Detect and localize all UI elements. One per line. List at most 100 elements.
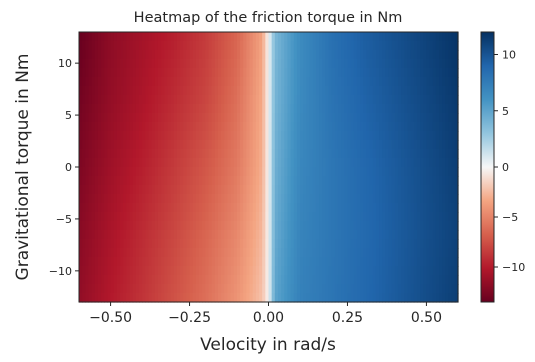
heatmap-cell: [277, 266, 282, 276]
heatmap-cell: [423, 266, 428, 276]
heatmap-cell: [82, 212, 86, 222]
heatmap-cell: [322, 86, 326, 96]
heatmap-cell: [331, 185, 336, 195]
heatmap-cell: [287, 194, 292, 204]
heatmap-cell: [157, 59, 162, 69]
heatmap-cell: [186, 86, 191, 96]
heatmap-cell: [293, 113, 298, 123]
heatmap-cell: [154, 140, 159, 150]
heatmap-cell: [230, 158, 235, 168]
heatmap-cell: [337, 212, 342, 222]
heatmap-cell: [211, 257, 216, 267]
heatmap-cell: [435, 32, 440, 42]
heatmap-cell: [176, 203, 181, 213]
heatmap-cell: [442, 194, 446, 204]
heatmap-cell: [319, 266, 323, 276]
heatmap-cell: [337, 140, 342, 150]
heatmap-cell: [157, 104, 162, 114]
heatmap-cell: [423, 185, 428, 195]
heatmap-cell: [211, 230, 216, 240]
heatmap-cell: [154, 50, 159, 60]
heatmap-cell: [448, 59, 453, 69]
heatmap-cell: [157, 275, 162, 285]
heatmap-cell: [300, 50, 304, 60]
heatmap-cell: [410, 50, 415, 60]
heatmap-cell: [277, 32, 282, 42]
heatmap-cell: [344, 50, 349, 60]
heatmap-cell: [350, 104, 355, 114]
heatmap-cell: [126, 131, 131, 141]
heatmap-cell: [363, 230, 368, 240]
heatmap-cell: [394, 176, 399, 186]
heatmap-cell: [347, 113, 352, 123]
heatmap-cell: [420, 113, 424, 123]
heatmap-cell: [407, 212, 412, 222]
heatmap-cell: [293, 275, 298, 285]
heatmap-cell: [331, 95, 336, 105]
heatmap-cell: [429, 95, 434, 105]
heatmap-cell: [391, 41, 396, 51]
heatmap-cell: [353, 293, 358, 303]
heatmap-cell: [151, 185, 156, 195]
heatmap-cell: [382, 248, 386, 258]
heatmap-cell: [265, 86, 270, 96]
heatmap-cell: [211, 68, 216, 78]
heatmap-cell: [94, 77, 99, 87]
heatmap-cell: [435, 104, 440, 114]
heatmap-cell: [183, 221, 187, 231]
heatmap-cell: [372, 95, 377, 105]
heatmap-cell: [303, 239, 307, 249]
heatmap-cell: [176, 149, 181, 159]
heatmap-cell: [429, 68, 434, 78]
heatmap-cell: [173, 248, 178, 258]
heatmap-cell: [312, 185, 317, 195]
heatmap-cell: [347, 68, 352, 78]
heatmap-cell: [281, 95, 285, 105]
heatmap-cell: [202, 77, 206, 87]
heatmap-cell: [214, 104, 219, 114]
heatmap-cell: [79, 59, 83, 69]
heatmap-cell: [397, 59, 402, 69]
heatmap-cell: [205, 212, 210, 222]
heatmap-cell: [445, 176, 450, 186]
heatmap-cell: [287, 104, 292, 114]
heatmap-cell: [170, 95, 175, 105]
heatmap-cell: [322, 131, 326, 141]
heatmap-cell: [451, 104, 456, 114]
heatmap-cell: [148, 131, 153, 141]
heatmap-cell: [79, 122, 83, 132]
heatmap-cell: [303, 122, 307, 132]
heatmap-cell: [420, 158, 424, 168]
heatmap-cell: [277, 41, 282, 51]
heatmap-cell: [360, 104, 364, 114]
heatmap-cell: [142, 176, 146, 186]
heatmap-cell: [110, 104, 115, 114]
heatmap-cell: [164, 59, 169, 69]
heatmap-cell: [186, 122, 191, 132]
heatmap-cell: [394, 284, 399, 294]
heatmap-cell: [315, 185, 320, 195]
heatmap-cell: [199, 176, 203, 186]
heatmap-cell: [454, 140, 459, 150]
heatmap-cell: [325, 293, 330, 303]
heatmap-cell: [397, 284, 402, 294]
heatmap-cell: [426, 176, 431, 186]
heatmap-cell: [391, 275, 396, 285]
heatmap-cell: [262, 176, 266, 186]
heatmap-cell: [265, 203, 270, 213]
heatmap-cell: [123, 86, 127, 96]
heatmap-cell: [192, 158, 197, 168]
heatmap-cell: [397, 77, 402, 87]
heatmap-cell: [167, 59, 172, 69]
heatmap-cell: [319, 140, 323, 150]
heatmap-cell: [132, 266, 137, 276]
heatmap-cell: [110, 140, 115, 150]
heatmap-cell: [205, 239, 210, 249]
heatmap-cell: [246, 86, 251, 96]
heatmap-cell: [341, 86, 345, 96]
heatmap-cell: [375, 167, 380, 177]
heatmap-cell: [439, 86, 443, 96]
heatmap-cell: [161, 230, 165, 240]
heatmap-cell: [110, 59, 115, 69]
heatmap-cell: [148, 257, 153, 267]
